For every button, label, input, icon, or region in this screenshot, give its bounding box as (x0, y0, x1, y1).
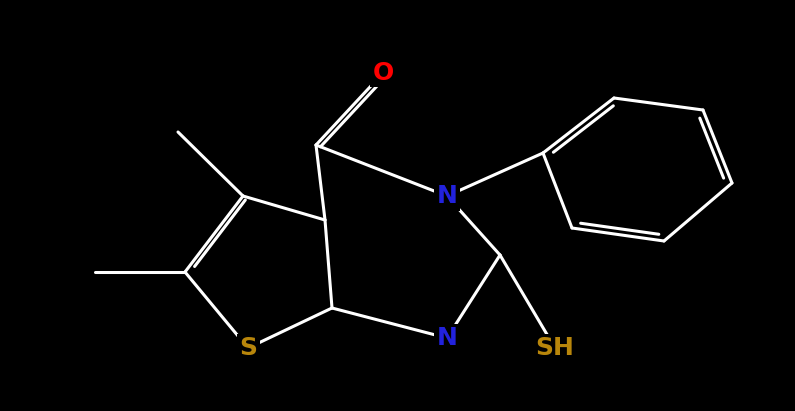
Text: S: S (239, 336, 257, 360)
Text: N: N (436, 326, 457, 350)
Text: SH: SH (536, 336, 575, 360)
Text: N: N (436, 184, 457, 208)
Text: O: O (372, 61, 394, 85)
